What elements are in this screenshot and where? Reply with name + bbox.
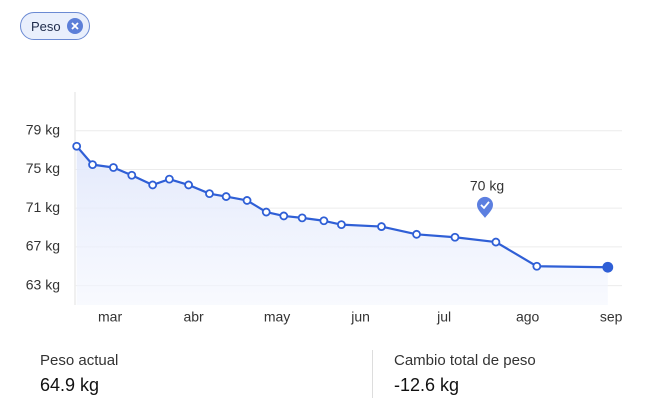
point <box>491 237 501 247</box>
close-icon <box>71 22 79 30</box>
stat-value: -12.6 kg <box>394 375 460 395</box>
point <box>337 220 346 230</box>
point <box>205 189 214 199</box>
point <box>127 170 137 180</box>
chip-remove[interactable] <box>66 18 83 34</box>
point <box>297 213 307 223</box>
y-tick-label: 75 kg <box>26 160 60 176</box>
point <box>532 261 542 271</box>
point <box>72 141 82 151</box>
x-tick-label: ago <box>516 309 540 325</box>
x-tick-label: jun <box>350 309 370 325</box>
point <box>109 163 118 172</box>
x-tick-label: may <box>264 309 290 325</box>
point <box>261 207 271 217</box>
stat: Peso actual 64.9 kg <box>40 352 118 396</box>
point <box>412 229 421 239</box>
point <box>164 174 174 184</box>
divider <box>372 350 373 398</box>
point <box>279 211 289 221</box>
x-tick-label: abr <box>183 309 204 325</box>
point <box>88 160 97 170</box>
point <box>377 222 386 231</box>
point <box>148 180 158 190</box>
stat-value: 64.9 kg <box>40 375 100 395</box>
y-tick-label: 71 kg <box>26 199 60 215</box>
point <box>184 180 193 190</box>
filter-chip[interactable]: Peso <box>20 12 90 40</box>
y-tick-label: 79 kg <box>26 121 60 137</box>
x-tick-label: sep <box>600 309 623 325</box>
x-tick-label: mar <box>98 309 122 325</box>
point <box>602 261 614 273</box>
y-tick-label: 63 kg <box>26 276 60 292</box>
x-tick-label: jul <box>436 309 451 325</box>
chip-label: Peso <box>31 18 61 34</box>
stat-label: Peso actual <box>40 352 119 369</box>
y-tick-label: 67 kg <box>26 238 60 254</box>
point <box>242 196 252 205</box>
chart: 63 kg 67 kg 71 kg 75 kg 79 kg mar abr may jun jul… <box>26 92 623 325</box>
goal-label: 70 kg <box>470 178 504 194</box>
point <box>221 192 231 201</box>
point <box>319 216 329 226</box>
point <box>450 232 460 242</box>
stat-label: Cambio total de peso <box>394 352 536 369</box>
goal-check <box>480 201 490 210</box>
stat: Cambio total de peso -12.6 kg <box>394 352 536 396</box>
